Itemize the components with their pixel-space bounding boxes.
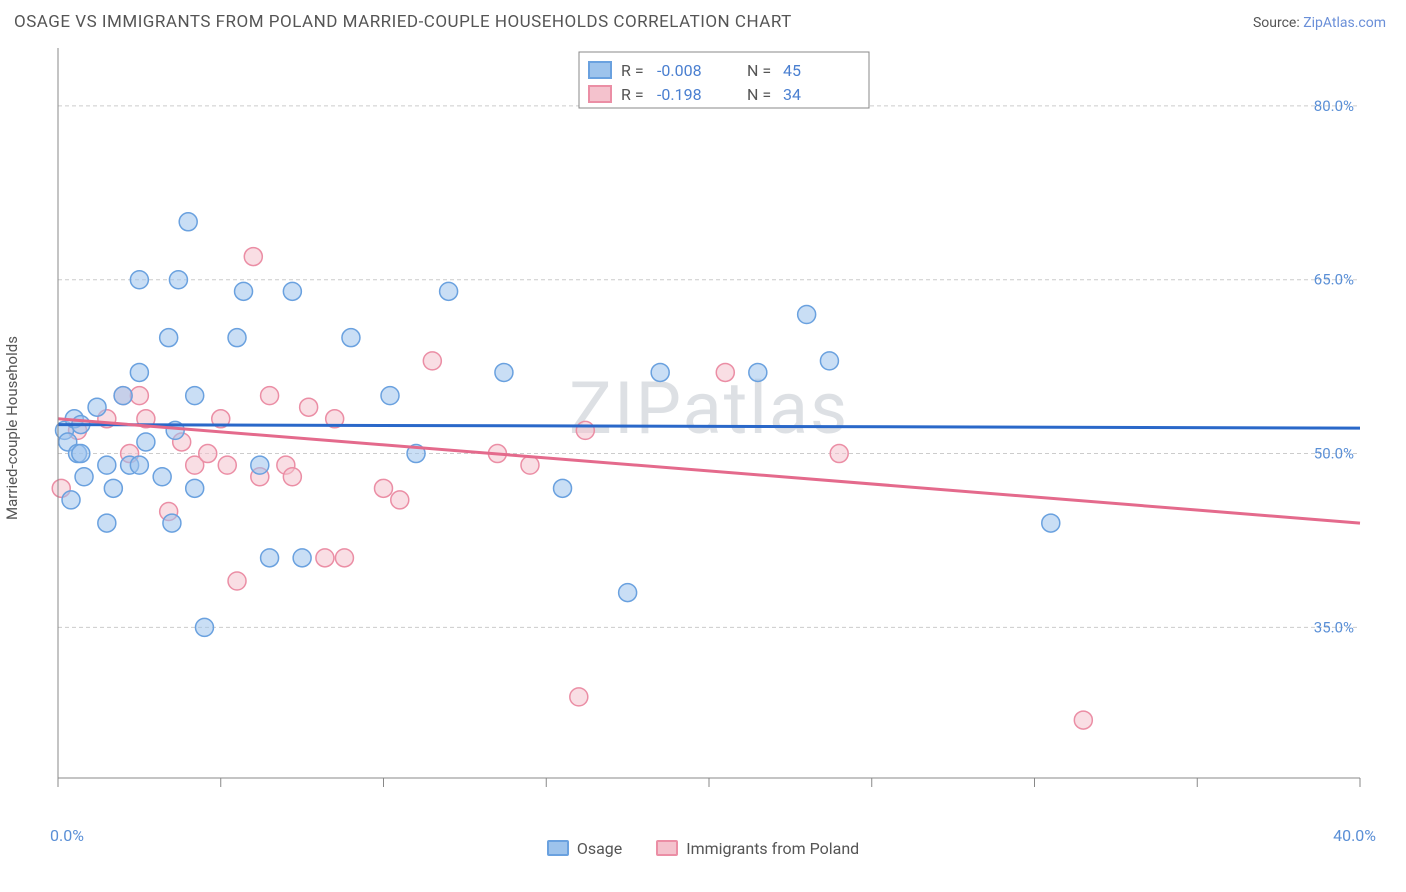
source-link[interactable]: ZipAtlas.com bbox=[1303, 15, 1386, 31]
data-point bbox=[440, 282, 458, 300]
watermark: ZIPatlas bbox=[569, 366, 849, 451]
legend-n-value: 34 bbox=[783, 85, 801, 104]
y-axis-label: Married-couple Households bbox=[3, 336, 21, 520]
data-point bbox=[576, 421, 594, 439]
legend-swatch bbox=[589, 86, 611, 102]
data-point bbox=[316, 549, 334, 567]
data-point bbox=[169, 271, 187, 289]
data-point bbox=[244, 248, 262, 266]
data-point bbox=[228, 572, 246, 590]
trend-line bbox=[58, 425, 1360, 428]
data-point bbox=[651, 363, 669, 381]
data-point bbox=[830, 445, 848, 463]
data-point bbox=[88, 398, 106, 416]
source-label: Source: bbox=[1253, 15, 1300, 31]
data-point bbox=[375, 479, 393, 497]
legend-n-value: 45 bbox=[783, 61, 801, 80]
data-point bbox=[163, 514, 181, 532]
legend-label: Immigrants from Poland bbox=[686, 839, 859, 858]
data-point bbox=[1074, 711, 1092, 729]
data-point bbox=[798, 306, 816, 324]
data-point bbox=[179, 213, 197, 231]
data-point bbox=[186, 479, 204, 497]
legend-r-label: R = bbox=[621, 61, 644, 80]
x-axis-start-label: 0.0% bbox=[50, 826, 84, 845]
data-point bbox=[195, 618, 213, 636]
data-point bbox=[228, 329, 246, 347]
header: OSAGE VS IMMIGRANTS FROM POLAND MARRIED-… bbox=[0, 0, 1406, 38]
chart-title: OSAGE VS IMMIGRANTS FROM POLAND MARRIED-… bbox=[14, 12, 792, 32]
data-point bbox=[300, 398, 318, 416]
data-point bbox=[98, 514, 116, 532]
data-point bbox=[283, 282, 301, 300]
legend-swatch bbox=[589, 62, 611, 78]
data-point bbox=[72, 445, 90, 463]
legend-swatch bbox=[547, 840, 569, 856]
data-point bbox=[153, 468, 171, 486]
data-point bbox=[130, 387, 148, 405]
y-tick-label: 80.0% bbox=[1314, 97, 1354, 115]
x-axis-end-label: 40.0% bbox=[1333, 826, 1376, 845]
data-point bbox=[261, 387, 279, 405]
data-point bbox=[570, 688, 588, 706]
data-point bbox=[1042, 514, 1060, 532]
data-point bbox=[114, 387, 132, 405]
legend-label: Osage bbox=[577, 839, 622, 858]
data-point bbox=[98, 456, 116, 474]
data-point bbox=[137, 433, 155, 451]
legend-n-label: N = bbox=[747, 85, 771, 104]
data-point bbox=[342, 329, 360, 347]
legend-r-value: -0.198 bbox=[657, 85, 702, 104]
chart-area: Married-couple Households 35.0% 50.0% 65.0… bbox=[0, 38, 1406, 818]
legend-r-value: -0.008 bbox=[657, 61, 702, 80]
data-point bbox=[160, 329, 178, 347]
data-point bbox=[554, 479, 572, 497]
data-point bbox=[104, 479, 122, 497]
legend-r-label: R = bbox=[621, 85, 644, 104]
data-point bbox=[293, 549, 311, 567]
y-tick-label: 35.0% bbox=[1314, 618, 1354, 636]
y-tick-label: 65.0% bbox=[1314, 271, 1354, 289]
data-point bbox=[820, 352, 838, 370]
legend-n-label: N = bbox=[747, 61, 771, 80]
data-point bbox=[619, 584, 637, 602]
scatter-chart: 35.0% 50.0% 65.0% 80.0% ZIPatlas R = -0.008 N =… bbox=[50, 38, 1386, 818]
data-point bbox=[335, 549, 353, 567]
legend-item: Immigrants from Poland bbox=[656, 839, 859, 858]
data-point bbox=[130, 271, 148, 289]
data-point bbox=[251, 456, 269, 474]
data-point bbox=[283, 468, 301, 486]
legend-swatch bbox=[656, 840, 678, 856]
y-tick-label: 50.0% bbox=[1314, 445, 1354, 463]
data-point bbox=[62, 491, 80, 509]
data-point bbox=[130, 363, 148, 381]
legend-item: Osage bbox=[547, 839, 622, 858]
data-point bbox=[75, 468, 93, 486]
data-point bbox=[495, 363, 513, 381]
data-point bbox=[130, 456, 148, 474]
data-point bbox=[391, 491, 409, 509]
data-point bbox=[749, 363, 767, 381]
data-point bbox=[186, 387, 204, 405]
data-point bbox=[199, 445, 217, 463]
data-point bbox=[423, 352, 441, 370]
source: Source: ZipAtlas.com bbox=[1253, 15, 1386, 31]
series-legend: Osage Immigrants from Poland bbox=[0, 839, 1406, 858]
data-point bbox=[521, 456, 539, 474]
data-point bbox=[235, 282, 253, 300]
data-point bbox=[381, 387, 399, 405]
data-point bbox=[716, 363, 734, 381]
data-point bbox=[261, 549, 279, 567]
data-point bbox=[218, 456, 236, 474]
